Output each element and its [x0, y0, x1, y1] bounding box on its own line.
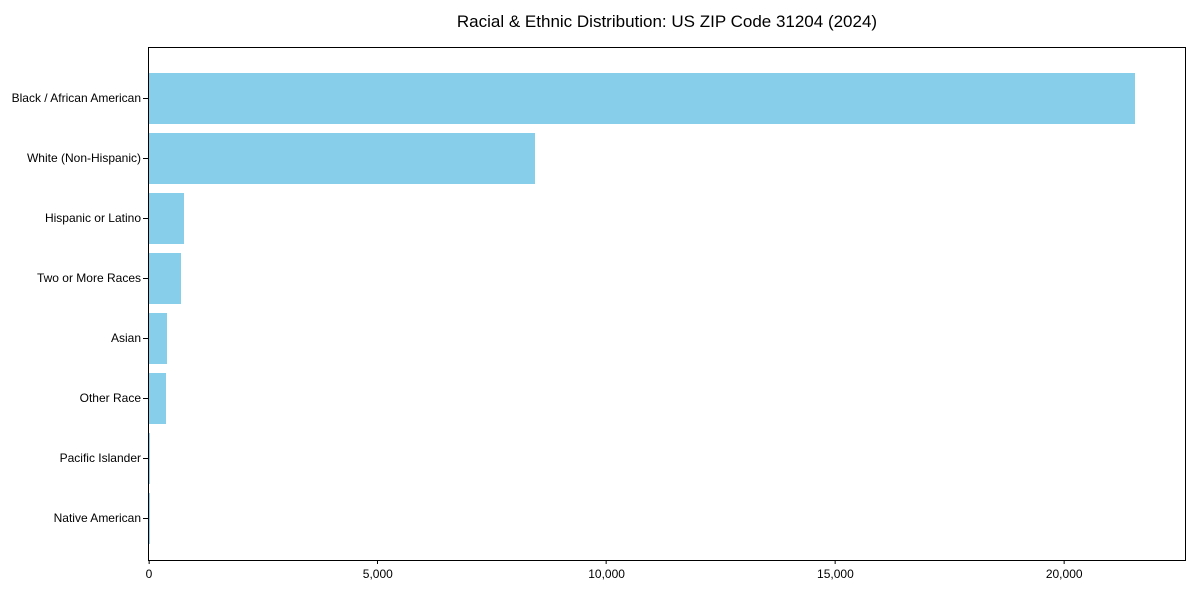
x-tick: 15,000: [817, 560, 854, 581]
plot-area: Black / African American White (Non-Hispa…: [12, 47, 1186, 581]
chart-row: White (Non-Hispanic): [27, 128, 1185, 188]
y-axis-label: Native American: [53, 511, 141, 525]
x-tick-mark: [606, 560, 608, 564]
y-tick-mark: [143, 458, 148, 459]
chart-row: Two or More Races: [37, 248, 1185, 308]
chart-row: Black / African American: [12, 68, 1185, 128]
y-tick-mark: [143, 158, 148, 159]
x-tick-label: 10,000: [588, 567, 625, 581]
y-axis-label: Pacific Islander: [59, 451, 141, 465]
y-tick-mark: [143, 518, 148, 519]
chart-row: Asian: [111, 308, 1185, 368]
y-tick-mark: [143, 98, 148, 99]
chart-row: Other Race: [80, 368, 1185, 428]
x-tick-mark: [1063, 560, 1065, 564]
y-tick-mark: [143, 278, 148, 279]
chart-row: Pacific Islander: [60, 428, 1185, 488]
bar: [149, 252, 181, 304]
x-tick-mark: [148, 560, 150, 564]
y-tick-mark: [143, 218, 148, 219]
y-axis-label: Two or More Races: [36, 271, 141, 285]
chart-title: Racial & Ethnic Distribution: US ZIP Cod…: [456, 12, 878, 31]
x-tick-label: 0: [145, 567, 153, 581]
x-tick: 5,000: [363, 560, 393, 581]
y-axis-label: Other Race: [79, 391, 141, 405]
x-tick-mark: [377, 560, 379, 564]
y-axis-label: Hispanic or Latino: [44, 211, 141, 225]
chart-row: Native American: [54, 488, 1185, 548]
bars-container: Black / African American White (Non-Hispa…: [12, 48, 1185, 548]
bar: [149, 372, 167, 424]
bar: [149, 432, 151, 484]
bar: [149, 72, 1136, 124]
y-tick-mark: [143, 338, 148, 339]
x-tick: 10,000: [588, 560, 625, 581]
x-tick-mark: [834, 560, 836, 564]
x-tick-label: 5,000: [362, 567, 393, 581]
bar: [149, 312, 167, 364]
chart-row: Hispanic or Latino: [45, 188, 1185, 248]
bar: [149, 132, 535, 184]
x-tick-label: 20,000: [1045, 567, 1083, 581]
x-tick-label: 15,000: [817, 567, 854, 581]
x-tick: 0: [145, 560, 153, 581]
x-axis: 0 5,000 10,000 15,000 20,000: [145, 560, 1185, 596]
x-tick: 20,000: [1046, 560, 1083, 581]
y-axis-label: Asian: [110, 331, 141, 345]
bar: [149, 192, 185, 244]
y-axis-label: White (Non-Hispanic): [26, 151, 141, 165]
y-axis-label: Black / African American: [11, 91, 141, 105]
y-tick-mark: [143, 398, 148, 399]
